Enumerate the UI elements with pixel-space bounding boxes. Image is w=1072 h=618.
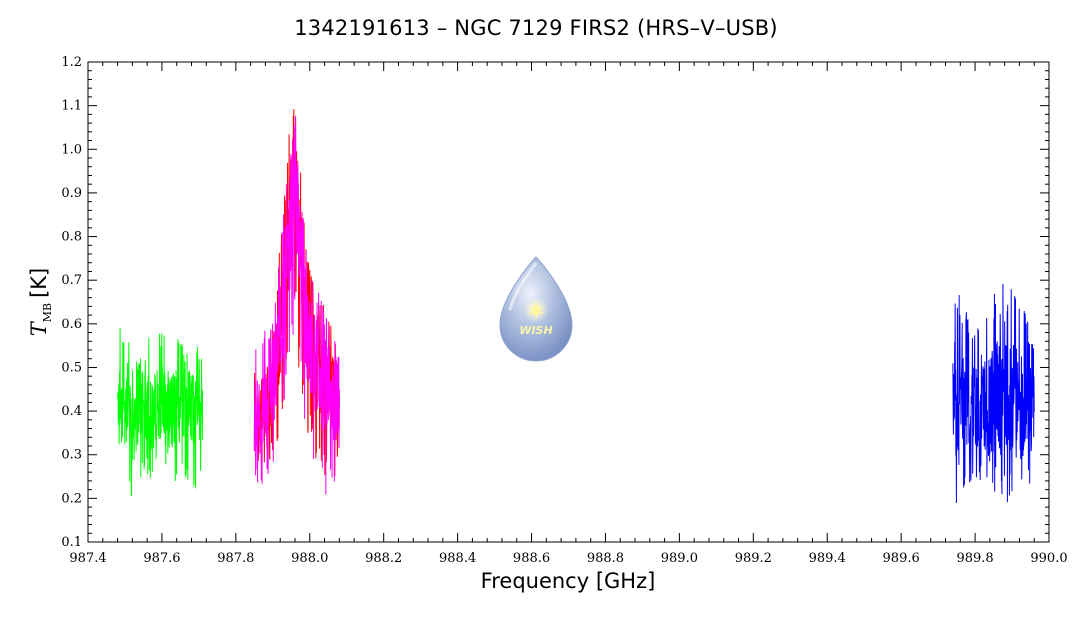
y-tick-label: 0.4: [61, 404, 82, 419]
y-tick-label: 0.2: [61, 491, 82, 506]
x-tick-label: 987.6: [143, 551, 180, 566]
label-layer: 987.4 987.6 987.8 988.0 988.2 988.4 988.6 988.8…: [61, 55, 1067, 566]
x-tick-label: 989.6: [883, 551, 920, 566]
wish-logo-text: WISH: [519, 324, 552, 337]
y-tick-label: 0.8: [61, 230, 82, 245]
x-tick-label: 987.8: [217, 551, 254, 566]
y-tick-label: 0.9: [61, 186, 82, 201]
x-tick-label: 988.8: [587, 551, 624, 566]
x-tick-label: 988.2: [365, 551, 402, 566]
y-tick-label: 0.7: [61, 273, 82, 288]
y-tick-label: 0.1: [61, 535, 82, 550]
spectrum-series-1: [117, 327, 204, 497]
x-tick-label: 989.0: [661, 551, 698, 566]
y-axis-subscript: MB: [41, 303, 54, 322]
y-axis-title: TMB [K]: [27, 268, 54, 337]
y-axis-unit: [K]: [27, 268, 51, 298]
x-axis-title: Frequency [GHz]: [481, 569, 656, 593]
x-tick-label: 987.4: [69, 551, 106, 566]
x-tick-label: 989.4: [809, 551, 846, 566]
plot-frame: [87, 61, 1050, 543]
y-tick-label: 0.3: [61, 448, 82, 463]
x-tick-label: 988.0: [291, 551, 328, 566]
y-tick-label: 0.6: [61, 317, 82, 332]
x-tick-label: 988.4: [439, 551, 476, 566]
y-tick-label: 1.1: [61, 99, 82, 114]
x-tick-label: 989.8: [956, 551, 993, 566]
x-tick-label: 990.0: [1030, 551, 1067, 566]
spectrum-series-4: [952, 283, 1035, 503]
y-axis-symbol: T: [27, 320, 51, 336]
star-icon: [528, 301, 544, 319]
spectrum-series-3: [253, 115, 340, 495]
x-tick-label: 988.6: [513, 551, 550, 566]
data-layer: [117, 109, 1035, 503]
wish-logo: WISH: [499, 256, 573, 362]
y-tick-label: 1.2: [61, 55, 82, 70]
y-tick-label: 1.0: [61, 142, 82, 157]
tick-layer: [87, 61, 1050, 543]
chart-title: 1342191613 – NGC 7129 FIRS2 (HRS–V–USB): [294, 16, 778, 40]
y-tick-label: 0.5: [61, 360, 82, 375]
x-tick-label: 989.2: [735, 551, 772, 566]
